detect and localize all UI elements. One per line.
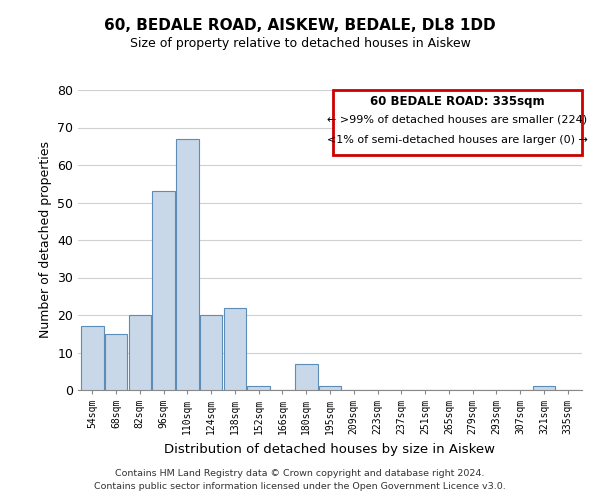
Y-axis label: Number of detached properties: Number of detached properties [38, 142, 52, 338]
X-axis label: Distribution of detached houses by size in Aiskew: Distribution of detached houses by size … [164, 442, 496, 456]
Bar [319, 386, 341, 390]
FancyBboxPatch shape [332, 90, 582, 154]
Bar [128, 315, 151, 390]
Bar [247, 386, 270, 390]
Bar [295, 364, 317, 390]
Bar [105, 334, 127, 390]
Bar [81, 326, 104, 390]
Text: <1% of semi-detached houses are larger (0) →: <1% of semi-detached houses are larger (… [327, 136, 587, 145]
Bar [224, 308, 246, 390]
Text: Size of property relative to detached houses in Aiskew: Size of property relative to detached ho… [130, 38, 470, 51]
Text: 60, BEDALE ROAD, AISKEW, BEDALE, DL8 1DD: 60, BEDALE ROAD, AISKEW, BEDALE, DL8 1DD [104, 18, 496, 32]
Text: ← >99% of detached houses are smaller (224): ← >99% of detached houses are smaller (2… [327, 114, 587, 124]
Bar [200, 315, 223, 390]
Text: Contains HM Land Registry data © Crown copyright and database right 2024.: Contains HM Land Registry data © Crown c… [115, 468, 485, 477]
Bar [152, 191, 175, 390]
Bar [176, 138, 199, 390]
Text: Contains public sector information licensed under the Open Government Licence v3: Contains public sector information licen… [94, 482, 506, 491]
Text: 60 BEDALE ROAD: 335sqm: 60 BEDALE ROAD: 335sqm [370, 96, 545, 108]
Bar [533, 386, 555, 390]
